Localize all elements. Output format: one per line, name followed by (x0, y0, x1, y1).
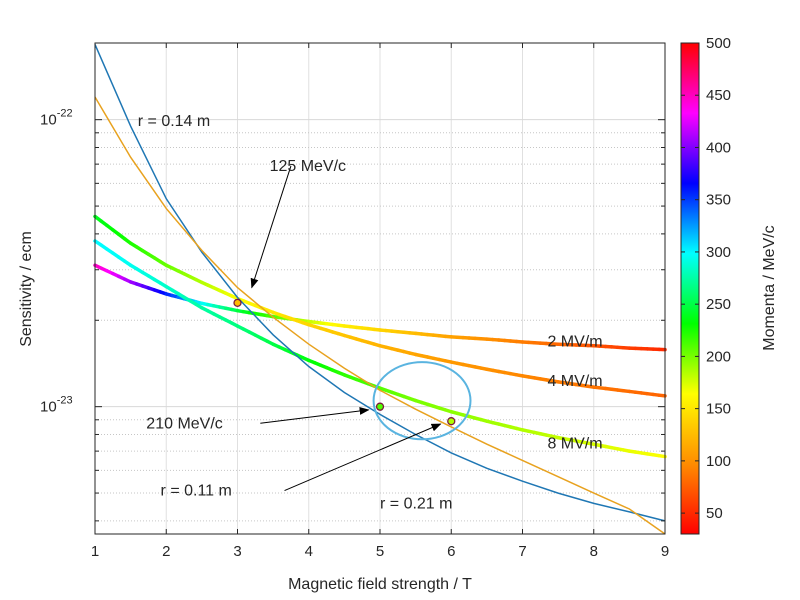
x-tick-label: 5 (376, 543, 384, 560)
data-marker (375, 402, 385, 411)
annotation-label: 2 MV/m (547, 333, 602, 350)
data-marker (233, 298, 242, 308)
data-marker (447, 417, 456, 426)
x-tick-label: 4 (305, 543, 313, 560)
series-layer (93, 44, 667, 535)
colorbar-tick-label: 500 (706, 35, 731, 52)
x-tick-label: 6 (447, 543, 455, 560)
x-tick-label: 7 (518, 543, 526, 560)
annotation-arrow (260, 406, 370, 424)
series-segment (657, 453, 667, 459)
series-r-0-14-m (94, 44, 666, 522)
annotation-label: 210 MeV/c (146, 415, 222, 432)
x-axis-label: Magnetic field strength / T (288, 576, 472, 593)
annotation-arrow (284, 423, 442, 492)
colorbar-tick-label: 400 (706, 139, 731, 156)
axes: 1 2 3 4 5 6 7 8 9 10-23 10-22 (40, 43, 669, 560)
colorbar-tick-label: 350 (706, 192, 731, 209)
colorbar: 50 100 150 200 250 300 350 400 450 500 Momenta / … (680, 35, 778, 535)
colorbar-tick-label: 50 (706, 505, 723, 522)
highlight-ellipse (372, 361, 472, 441)
colorbar-tick-label: 300 (706, 244, 731, 261)
colorbar-gradient (680, 42, 700, 535)
colorbar-label: Momenta / MeV/c (761, 225, 778, 350)
annotation-layer: r = 0.14 m 125 MeV/c 2 MV/m 4 MV/m 8 MV/m 210… (138, 113, 603, 513)
annotation-label: 8 MV/m (547, 435, 602, 452)
x-tick-label: 9 (661, 543, 669, 560)
x-tick-label: 2 (162, 543, 170, 560)
x-tick-label: 8 (590, 543, 598, 560)
y-tick-label: 10-22 (40, 108, 73, 129)
colorbar-tick-label: 450 (706, 87, 731, 104)
colorbar-tick-label: 150 (706, 401, 731, 418)
series-segment (657, 393, 667, 398)
annotation-label: r = 0.11 m (161, 483, 232, 500)
colorbar-tick-label: 100 (706, 453, 731, 470)
x-tick-label: 1 (91, 543, 99, 560)
series-r-0-21-m (94, 96, 666, 535)
colorbar-tick-label: 250 (706, 296, 731, 313)
y-axis-label: Sensitivity / ecm (18, 231, 35, 347)
annotation-arrow (250, 165, 292, 289)
series-8-mv-m (93, 239, 667, 459)
annotation-label: r = 0.21 m (380, 495, 452, 512)
annotation-label: 125 MeV/c (270, 158, 346, 175)
annotation-label: 4 MV/m (547, 373, 602, 390)
x-tick-label: 3 (233, 543, 241, 560)
annotation-label: r = 0.14 m (138, 113, 210, 130)
y-tick-label: 10-23 (40, 395, 73, 416)
colorbar-tick-label: 200 (706, 348, 731, 365)
